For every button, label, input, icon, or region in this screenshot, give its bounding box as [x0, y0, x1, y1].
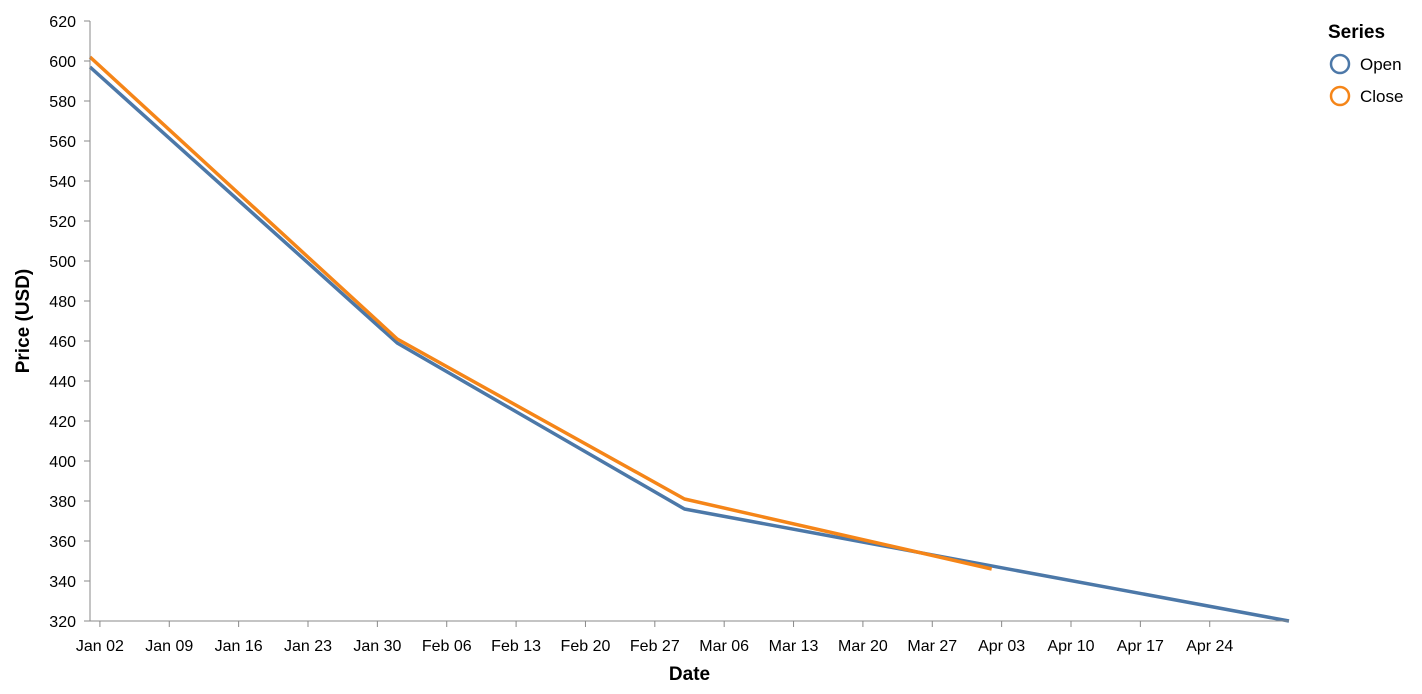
x-tick-label: Jan 09 [145, 638, 193, 655]
y-tick-label: 380 [49, 494, 76, 511]
x-tick-label: Jan 02 [76, 638, 124, 655]
legend-label-close: Close [1360, 87, 1403, 106]
x-tick-label: Mar 20 [838, 638, 888, 655]
x-tick-label: Apr 03 [978, 638, 1025, 655]
y-tick-label: 520 [49, 214, 76, 231]
legend: Series Open Close [1328, 22, 1403, 107]
y-tick-label: 440 [49, 374, 76, 391]
x-tick-label: Feb 13 [491, 638, 541, 655]
legend-symbol-open [1329, 53, 1351, 75]
y-tick-label: 580 [49, 94, 76, 111]
x-tick-label: Mar 06 [699, 638, 749, 655]
series-layer [88, 55, 1290, 623]
y-tick-label: 320 [49, 614, 76, 631]
legend-symbol-close [1329, 85, 1351, 107]
x-tick-label: Mar 27 [907, 638, 957, 655]
y-tick-label: 600 [49, 54, 76, 71]
y-axis: 320 340 360 380 400 420 440 460 480 500 520 540 560 5… [49, 14, 90, 631]
x-tick-label: Jan 16 [215, 638, 263, 655]
x-tick-label: Jan 23 [284, 638, 332, 655]
x-axis: Jan 02 Jan 09 Jan 16 Jan 23 Jan 30 Feb 06 Feb … [76, 621, 1233, 655]
y-tick-label: 540 [49, 174, 76, 191]
y-axis-title: Price (USD) [13, 269, 34, 374]
y-tick-label: 400 [49, 454, 76, 471]
legend-title: Series [1328, 22, 1385, 43]
y-tick-label: 460 [49, 334, 76, 351]
plot-area: 320 340 360 380 400 420 440 460 480 500 520 540 560 5… [49, 14, 1290, 655]
x-tick-label: Apr 17 [1117, 638, 1164, 655]
x-tick-label: Apr 24 [1186, 638, 1233, 655]
x-tick-label: Jan 30 [353, 638, 401, 655]
y-tick-label: 420 [49, 414, 76, 431]
legend-label-open: Open [1360, 55, 1402, 74]
y-tick-label: 620 [49, 14, 76, 31]
y-tick-label: 480 [49, 294, 76, 311]
x-tick-label: Feb 06 [422, 638, 472, 655]
y-tick-label: 560 [49, 134, 76, 151]
x-tick-label: Mar 13 [769, 638, 819, 655]
series-line-open [88, 65, 1290, 623]
legend-items: Open Close [1329, 53, 1403, 107]
y-tick-label: 360 [49, 534, 76, 551]
x-tick-label: Apr 10 [1047, 638, 1094, 655]
y-tick-label: 340 [49, 574, 76, 591]
x-tick-label: Feb 20 [561, 638, 611, 655]
x-tick-label: Feb 27 [630, 638, 680, 655]
x-axis-title: Date [669, 664, 710, 685]
series-line-close [88, 55, 993, 571]
y-tick-label: 500 [49, 254, 76, 271]
